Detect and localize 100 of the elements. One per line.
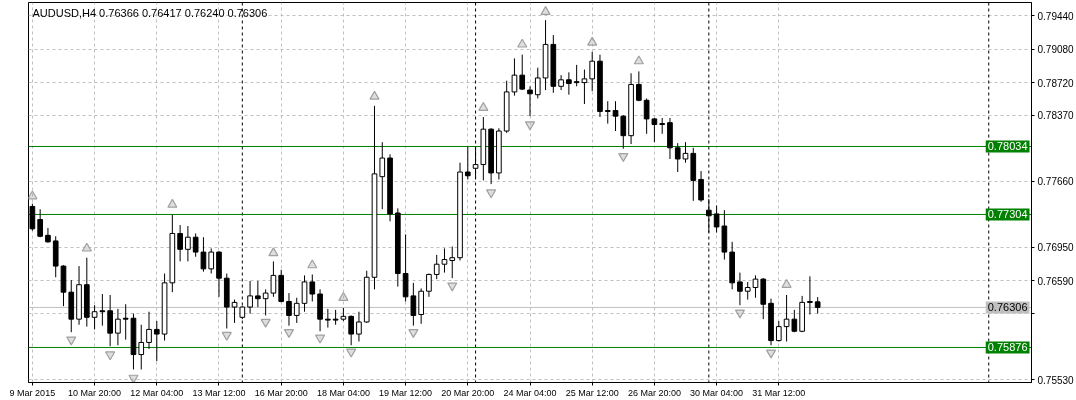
candlestick	[620, 114, 627, 150]
point	[540, 6, 551, 16]
point	[307, 259, 318, 269]
candlestick	[146, 311, 152, 350]
candlestick	[418, 287, 424, 325]
point	[260, 318, 271, 328]
y-tick-label: 0.77660	[1037, 176, 1075, 188]
candlestick	[698, 170, 704, 203]
point	[28, 190, 38, 200]
candlestick	[138, 324, 145, 370]
point	[81, 242, 92, 252]
candlestick	[464, 146, 471, 180]
y-tick-label: 0.78370	[1037, 110, 1075, 122]
candlestick	[247, 280, 253, 315]
point	[128, 374, 139, 383]
candlestick	[643, 97, 650, 135]
point	[633, 55, 644, 65]
x-tick-label: 31 Mar 12:00	[752, 387, 806, 398]
y-tick-label: 0.76950	[1037, 242, 1075, 254]
candlestick	[737, 272, 743, 306]
candlestick	[674, 142, 681, 173]
y-tick-label: 0.78720	[1037, 77, 1075, 89]
point	[447, 282, 458, 292]
x-tick-label: 18 Mar 04:00	[316, 387, 370, 398]
candlestick	[511, 57, 518, 97]
candlestick	[775, 320, 782, 343]
candlestick	[37, 208, 43, 238]
candlestick	[293, 297, 300, 324]
candlestick	[286, 292, 292, 327]
point	[66, 336, 77, 346]
y-tick-label: 0.79440	[1037, 10, 1075, 22]
candlestick	[208, 247, 215, 275]
point	[587, 36, 598, 46]
candlestick	[519, 54, 526, 91]
x-tick-label: 16 Mar 20:00	[254, 387, 308, 398]
candlestick	[270, 260, 277, 298]
candlestick	[566, 71, 572, 96]
candlestick	[682, 141, 689, 164]
chart-title: AUDUSD,H4 0.76366 0.76417 0.76240 0.76306	[32, 6, 268, 19]
x-tick-label: 24 Mar 04:00	[503, 387, 557, 398]
candlestick	[449, 246, 456, 279]
point	[314, 334, 326, 344]
point	[221, 331, 232, 341]
x-tick-label: 10 Mar 20:00	[68, 387, 122, 398]
candlestick	[534, 67, 541, 99]
x-tick-label: 26 Mar 20:00	[627, 387, 681, 398]
candlestick	[192, 232, 199, 258]
candlestick	[612, 100, 619, 132]
x-tick-label: 30 Mar 04:00	[690, 387, 744, 398]
candlestick	[99, 293, 106, 327]
y-tick-label: 0.75530	[1037, 374, 1075, 386]
y-tick-label: 0.79080	[1037, 44, 1075, 56]
candlestick	[604, 100, 611, 125]
candlestick	[177, 224, 183, 262]
point	[369, 90, 380, 100]
candlestick	[441, 247, 448, 274]
candlestick	[651, 117, 658, 143]
ref-line-label: 0.76306	[987, 301, 1028, 314]
point	[618, 152, 629, 162]
point	[105, 351, 116, 361]
candlestick	[807, 275, 813, 316]
point	[486, 189, 497, 199]
candlestick	[325, 308, 331, 329]
point	[346, 348, 357, 358]
x-tick-label: 25 Mar 12:00	[565, 387, 619, 398]
y-tick-label: 0.76590	[1037, 275, 1075, 287]
candlestick	[589, 51, 596, 92]
x-tick-label: 9 Mar 2015	[9, 387, 56, 398]
point	[734, 309, 746, 319]
ref-line-label: 0.77304	[987, 208, 1028, 221]
x-tick-label: 20 Mar 20:00	[441, 387, 495, 398]
candlestick	[153, 320, 160, 362]
candlestick	[107, 294, 113, 347]
candlestick	[231, 299, 238, 324]
candlestick	[356, 311, 362, 343]
candlestick	[558, 74, 564, 91]
candlestick	[185, 225, 191, 262]
point	[517, 38, 528, 48]
candlestick	[115, 308, 121, 346]
candlestick	[433, 254, 440, 280]
x-tick-label: 13 Mar 12:00	[192, 387, 246, 398]
candlestick	[255, 280, 261, 308]
point	[765, 349, 777, 359]
point	[478, 101, 489, 111]
x-tick-label: 19 Mar 12:00	[379, 387, 433, 398]
candlestick	[379, 141, 386, 210]
point	[268, 247, 279, 257]
candlestick	[348, 314, 354, 346]
point	[167, 198, 178, 208]
x-tick-label: 12 Mar 04:00	[130, 387, 184, 398]
ref-line-label: 0.75876	[987, 341, 1028, 354]
ref-line-label: 0.78034	[987, 140, 1028, 153]
candlestick	[200, 236, 207, 273]
point	[408, 329, 419, 338]
candlestick	[527, 85, 533, 117]
candlestick	[91, 304, 98, 330]
point	[283, 329, 295, 338]
candlestick	[45, 227, 51, 244]
candlestick	[262, 288, 269, 316]
candlestick	[636, 70, 642, 102]
